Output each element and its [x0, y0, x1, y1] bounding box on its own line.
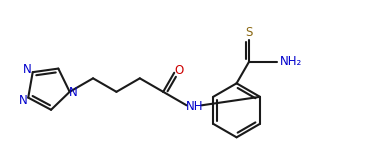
Text: N: N	[19, 94, 28, 107]
Text: NH: NH	[186, 100, 203, 113]
Text: O: O	[174, 64, 184, 77]
Text: N: N	[69, 86, 78, 99]
Text: NH₂: NH₂	[280, 55, 302, 68]
Text: S: S	[246, 26, 253, 39]
Text: N: N	[23, 63, 32, 76]
